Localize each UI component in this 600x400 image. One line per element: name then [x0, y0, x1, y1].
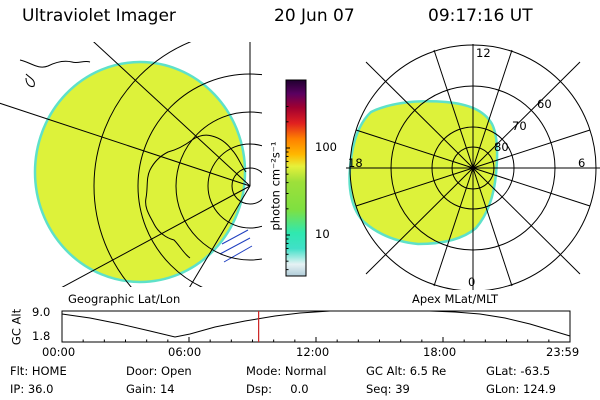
instrument-title: Ultraviolet Imager [22, 6, 176, 26]
status-flight: Flt: HOME [10, 364, 67, 378]
status-glon: GLon: 124.9 [486, 382, 556, 396]
status-ip: IP: 36.0 [10, 382, 54, 396]
uv-emission-disk [33, 60, 247, 284]
status-seq: Seq: 39 [366, 382, 410, 396]
altitude-curve [61, 310, 571, 338]
timeline-ylabel: GC Alt [9, 308, 24, 346]
image-date: 20 Jun 07 [274, 6, 355, 26]
timeline-xtick: 06:00 [168, 345, 202, 359]
timeline-xtick: 18:00 [423, 345, 457, 359]
timeline-xtick: 12:00 [296, 345, 330, 359]
timeline-xtick: 23:59 [546, 345, 580, 359]
mlt-label-6: 6 [578, 156, 586, 170]
timeline-xtick: 00:00 [42, 345, 76, 359]
status-gain: Gain: 14 [126, 382, 175, 396]
colorbar-scale [285, 79, 307, 277]
colorbar-unit-label: photon cm⁻²s⁻¹ [268, 141, 283, 231]
colorbar-tick-100: 100 [315, 140, 337, 154]
geographic-view [0, 42, 262, 287]
uv-emission-region [348, 100, 499, 246]
status-gc-alt: GC Alt: 6.5 Re [366, 364, 447, 378]
coastline-island [19, 59, 91, 68]
apex-caption: Apex MLat/MLT [412, 292, 499, 306]
timeline-ymin: 1.8 [32, 329, 51, 343]
colorbar-tick-10: 10 [315, 227, 330, 241]
coastline-antarctica [145, 134, 247, 259]
colorbar [285, 79, 307, 277]
status-dsp: Dsp: 0.0 [246, 382, 309, 396]
magnetic-polar-view [346, 44, 600, 290]
mlt-label-0: 0 [468, 275, 476, 289]
status-door: Door: Open [126, 364, 192, 378]
timeline-ymax: 9.0 [32, 305, 51, 319]
mlat-label-60: 60 [537, 97, 552, 111]
altitude-timeline [61, 310, 571, 343]
mlt-label-12: 12 [476, 46, 491, 60]
mlt-label-18: 18 [348, 156, 363, 170]
status-glat: GLat: -63.5 [486, 364, 551, 378]
geographic-caption: Geographic Lat/Lon [68, 292, 181, 306]
status-mode: Mode: Normal [246, 364, 327, 378]
mlat-label-80: 80 [494, 140, 509, 154]
mlat-label-70: 70 [512, 119, 527, 133]
image-time: 09:17:16 UT [428, 6, 533, 26]
